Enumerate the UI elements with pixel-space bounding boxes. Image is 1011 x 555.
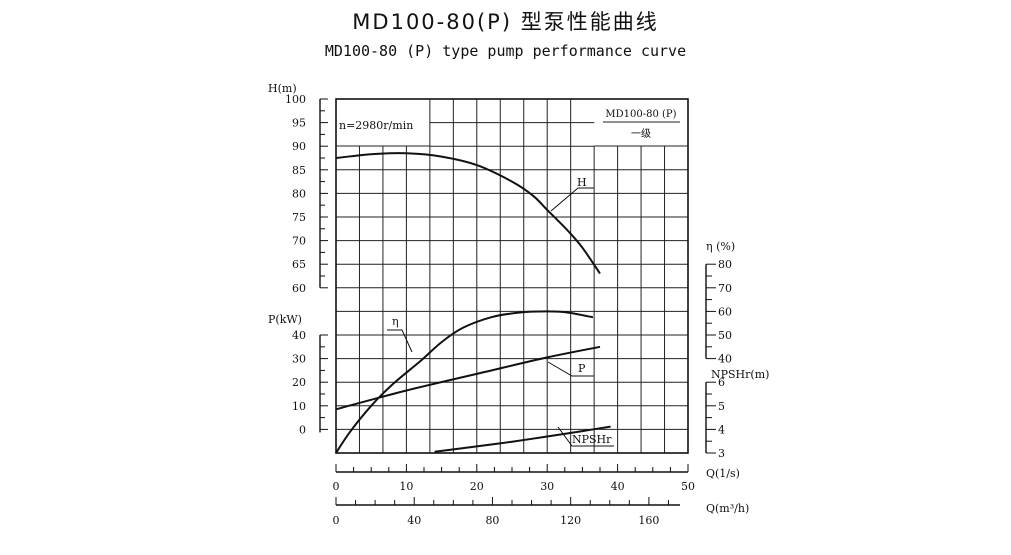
h-curve-leader xyxy=(550,187,594,212)
speed-note: n=2980r/min xyxy=(339,119,413,132)
q-m3h-axis-label: Q(m³/h) xyxy=(706,502,749,515)
p-tick-label: 10 xyxy=(292,400,306,413)
eta-tick-label: 70 xyxy=(718,282,732,295)
eta-tick-label: 50 xyxy=(718,329,732,342)
p-tick-label: 0 xyxy=(299,423,306,436)
h-curve-label: H xyxy=(577,176,587,189)
p-curve-leader xyxy=(547,361,594,377)
chart-subtitle: MD100-80 (P) type pump performance curve xyxy=(324,42,687,60)
h-tick-label: 75 xyxy=(292,211,306,224)
legend-stage: 一级 xyxy=(631,128,651,140)
plot-frame xyxy=(335,98,689,454)
annotations: n=2980r/min MD100-80 (P) 一级 Hη P NPSHr xyxy=(339,109,677,447)
h-tick-label: 85 xyxy=(292,164,306,177)
p-tick-label: 20 xyxy=(292,376,306,389)
p-tick-label: 30 xyxy=(292,353,306,366)
q-ls-axis-label: Q(1/s) xyxy=(706,467,740,480)
p-tick-label: 40 xyxy=(292,329,306,342)
q-m3h-tick-label: 80 xyxy=(485,514,499,527)
eta-axis-label: η (%) xyxy=(706,240,735,253)
eta-tick-label: 60 xyxy=(718,305,732,318)
p-curve-label: P xyxy=(578,362,586,375)
q-m3h-tick-label: 0 xyxy=(333,514,340,527)
eta-tick-label: 80 xyxy=(718,258,732,271)
curves xyxy=(335,152,611,454)
curve-eta xyxy=(335,310,594,454)
q-ls-tick-label: 40 xyxy=(611,480,625,493)
curve-p xyxy=(335,345,601,411)
npsh-tick-label: 5 xyxy=(718,400,725,413)
curve-h xyxy=(335,152,601,275)
npsh-axis-label: NPSHr(m) xyxy=(711,368,769,381)
npsh-tick-label: 3 xyxy=(718,447,725,460)
h-axis-label: H(m) xyxy=(268,82,297,95)
q-ls-tick-label: 50 xyxy=(681,480,695,493)
h-tick-label: 90 xyxy=(292,140,306,153)
q-ls-tick-label: 20 xyxy=(470,480,484,493)
h-tick-label: 80 xyxy=(292,187,306,200)
npsh-tick-label: 6 xyxy=(718,376,725,389)
p-axis-label: P(kW) xyxy=(268,313,302,326)
chart-title: MD100-80(P) 型泵性能曲线 xyxy=(352,10,659,34)
eta-curve-leader xyxy=(387,329,413,353)
npsh-curve-label: NPSHr xyxy=(572,433,612,446)
q-m3h-tick-label: 160 xyxy=(638,514,659,527)
q-m3h-tick-label: 40 xyxy=(407,514,421,527)
q-ls-tick-label: 10 xyxy=(399,480,413,493)
h-tick-label: 95 xyxy=(292,117,306,130)
q-ls-tick-label: 30 xyxy=(540,480,554,493)
npsh-tick-label: 4 xyxy=(718,423,725,436)
plot-grid xyxy=(335,98,689,454)
curve-npshr xyxy=(434,425,611,453)
h-tick-label: 100 xyxy=(285,93,306,106)
eta-curve-label: η xyxy=(392,315,399,328)
q-m3h-tick-label: 120 xyxy=(560,514,581,527)
legend-model: MD100-80 (P) xyxy=(605,109,676,120)
h-tick-label: 65 xyxy=(292,258,306,271)
q-ls-tick-label: 0 xyxy=(333,480,340,493)
axes: 1009590858075706560H(m)403020100P(kW)807… xyxy=(268,82,769,527)
npsh-curve-leader xyxy=(557,426,614,447)
h-tick-label: 60 xyxy=(292,282,306,295)
h-tick-label: 70 xyxy=(292,235,306,248)
eta-tick-label: 40 xyxy=(718,353,732,366)
